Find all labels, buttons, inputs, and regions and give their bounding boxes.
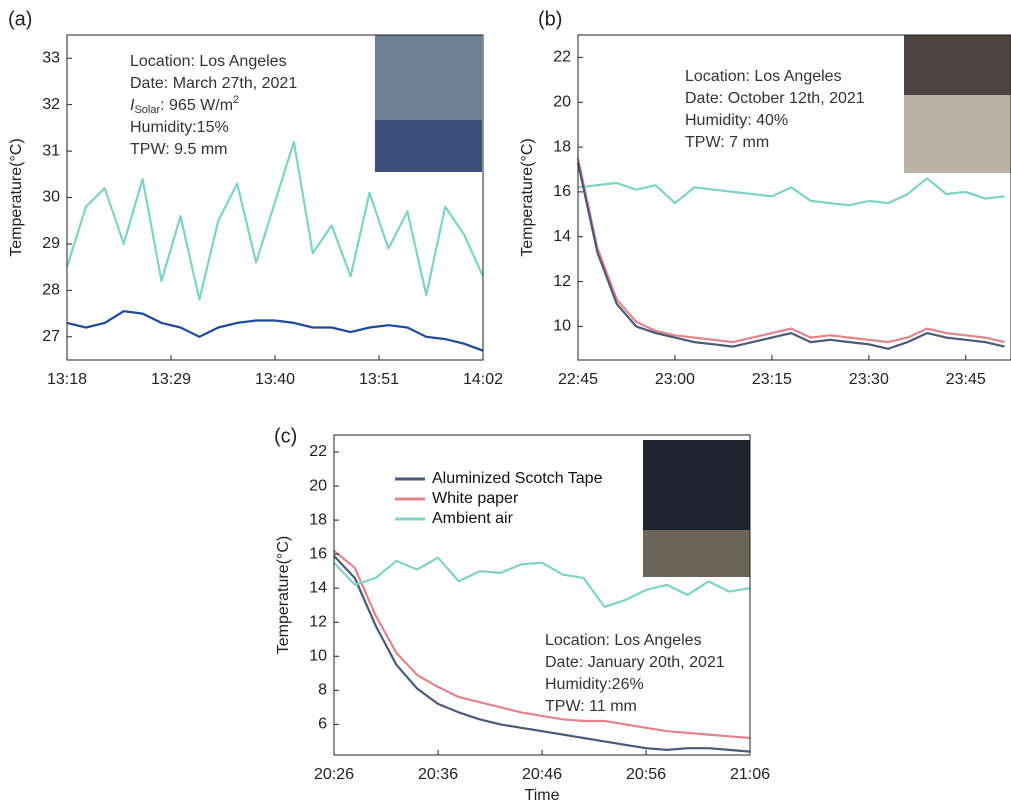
x-tick-label: 13:40 [255, 371, 295, 388]
series-line [65, 140, 485, 301]
y-tick-label: 22 [309, 443, 327, 460]
y-tick-label: 10 [553, 318, 571, 335]
y-tick-label: 31 [42, 142, 60, 159]
x-tick-label: 23:45 [946, 371, 986, 388]
annotation: Humidity: 40% [685, 112, 788, 129]
x-tick-label: 20:26 [314, 766, 354, 783]
annotation-superscript: 2 [233, 94, 239, 106]
x-tick-label: 14:02 [463, 371, 503, 388]
annotation-subscript: Solar [134, 104, 160, 116]
panel-label: (b) [538, 8, 562, 30]
y-axis-label: Temperature(°C) [275, 536, 292, 654]
x-tick-label: 20:56 [626, 766, 666, 783]
y-tick-label: 12 [553, 273, 571, 290]
annotation: Date: January 20th, 2021 [545, 654, 725, 671]
annotation: TPW: 11 mm [545, 698, 637, 715]
series-line [333, 556, 751, 608]
y-tick-label: 22 [553, 49, 571, 66]
photo-part [375, 120, 482, 172]
y-tick-label: 18 [553, 138, 571, 155]
annotation: Date: March 27th, 2021 [130, 75, 297, 92]
y-tick-label: 16 [553, 183, 571, 200]
series-line [333, 549, 751, 740]
x-tick-label: 20:36 [418, 766, 458, 783]
y-tick-label: 10 [309, 647, 327, 664]
photo-part [904, 95, 1011, 173]
series-line [66, 310, 484, 352]
y-tick-label: 12 [309, 613, 327, 630]
y-tick-label: 20 [553, 93, 571, 110]
y-axis-label: Temperature(°C) [519, 138, 536, 256]
y-tick-label: 20 [309, 477, 327, 494]
x-tick-label: 23:30 [849, 371, 889, 388]
series-line [577, 177, 1005, 207]
annotation: Date: October 12th, 2021 [685, 90, 865, 107]
annotation: Humidity:15% [130, 119, 229, 136]
y-tick-label: 33 [42, 49, 60, 66]
y-tick-label: 18 [309, 511, 327, 528]
y-tick-label: 27 [42, 328, 60, 345]
x-tick-label: 13:18 [47, 371, 87, 388]
annotation-symbol: I [130, 97, 135, 114]
y-axis-label: Temperature(°C) [8, 138, 25, 256]
y-tick-label: 28 [42, 282, 60, 299]
annotation: Location: Los Angeles [685, 68, 842, 85]
panel-label: (c) [274, 425, 297, 447]
series-line [333, 555, 751, 753]
x-axis-label: Time [525, 787, 560, 803]
x-tick-label: 23:00 [655, 371, 695, 388]
y-tick-label: 14 [553, 228, 571, 245]
x-tick-label: 13:51 [359, 371, 399, 388]
x-tick-label: 22:45 [558, 371, 598, 388]
y-tick-label: 29 [42, 235, 60, 252]
y-tick-label: 30 [42, 189, 60, 206]
y-tick-label: 32 [42, 96, 60, 113]
plot-frame [577, 34, 1011, 361]
x-tick-label: 23:15 [752, 371, 792, 388]
legend-label: White paper [432, 490, 519, 507]
y-tick-label: 8 [318, 682, 327, 699]
panel-label: (a) [8, 8, 32, 30]
legend-label: Aluminized Scotch Tape [432, 470, 603, 487]
annotation: Location: Los Angeles [545, 632, 702, 649]
x-tick-label: 21:06 [730, 766, 770, 783]
y-tick-label: 6 [318, 716, 327, 733]
x-tick-label: 13:29 [151, 371, 191, 388]
annotation: ISolar: 965 W/m2 [130, 94, 239, 116]
series-line [576, 158, 1005, 344]
annotation: Location: Los Angeles [130, 53, 287, 70]
annotation: Humidity:26% [545, 676, 644, 693]
annotation: TPW: 7 mm [685, 134, 769, 151]
annotation-text: : 965 W/m [160, 97, 233, 114]
y-tick-label: 16 [309, 545, 327, 562]
y-tick-label: 14 [309, 579, 327, 596]
series-line [576, 162, 1005, 350]
photo-part [643, 530, 750, 577]
legend-label: Ambient air [432, 510, 514, 527]
x-tick-label: 20:46 [522, 766, 562, 783]
annotation: TPW: 9.5 mm [130, 141, 228, 158]
